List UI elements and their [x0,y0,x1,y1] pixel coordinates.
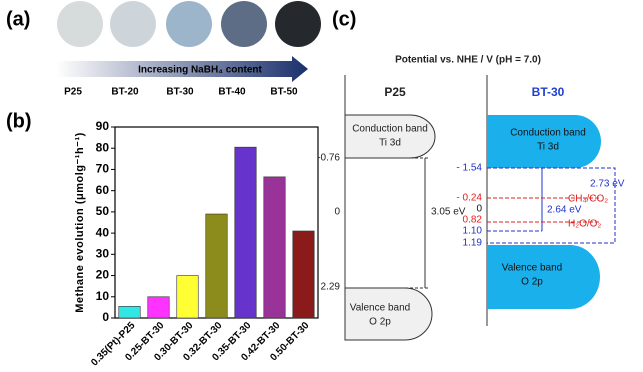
y-tick-label: 50 [96,204,110,218]
sample-label: BT-20 [111,87,139,98]
valence-band [344,287,433,341]
material-name: BT-30 [532,85,565,99]
conduction-band [344,114,436,159]
band-label: Ti 3d [537,142,559,153]
panel-label: (a) [6,8,30,30]
band-label: O 2p [369,317,391,328]
y-tick-label: 40 [96,225,110,239]
material-name: P25 [384,85,406,99]
level-label: - 0.24 [456,193,482,204]
sample-label: BT-30 [166,87,194,98]
conduction-band [487,115,601,168]
y-tick-label: 90 [96,119,110,133]
y-axis-label: Methane evolution (μmolg⁻¹h⁻¹) [74,132,86,313]
gap-label: 3.05 eV [431,207,466,218]
couple-label: CH₄/CO₂ [568,194,608,205]
gap-label: 2.64 eV [547,205,582,216]
bar [205,213,228,319]
band-label: Conduction band [510,128,586,139]
y-tick-label: 10 [96,289,110,303]
y-tick-label: 80 [96,140,110,154]
diagram-title: Potential vs. NHE / V (pH = 7.0) [395,55,541,66]
band-diagram: Potential vs. NHE / V (pH = 7.0) P25 Con… [317,55,625,341]
bar [118,306,141,319]
arrow-text: Increasing NaBH₄ content [138,65,262,76]
bar [263,176,286,319]
bar [292,230,315,319]
y-tick-label: 20 [96,268,110,282]
panel-label: (b) [6,110,32,132]
valence-band [487,245,600,309]
level-label: 0 [476,204,482,215]
bar [147,296,170,319]
y-tick-label: 0 [102,310,109,324]
y-tick-label: 60 [96,183,110,197]
panel-label: (c) [332,8,356,30]
couple-line [487,197,600,223]
arrow [56,56,308,82]
y-tick-label: 70 [96,162,110,176]
band-label: Ti 3d [379,138,401,149]
sample-discs [57,1,321,47]
sample-label: P25 [64,87,82,98]
y-tick-label: 30 [96,247,110,261]
sample-label: BT-50 [270,87,298,98]
band-label: Valence band [350,303,410,314]
bar [176,275,199,319]
level-label: -0.76 [317,153,340,164]
level-line [345,157,430,289]
level-label: 2.29 [321,282,341,293]
level-label: 1.10 [463,226,483,237]
level-label: - 1.54 [456,163,482,174]
band-label: Valence band [502,263,562,274]
bar [234,146,257,319]
level-label: 1.19 [463,238,483,249]
band-label: Conduction band [352,124,428,135]
level-label: 0 [334,207,340,218]
couple-label: H₂O/O₂ [568,219,601,230]
sample-label: BT-40 [218,87,246,98]
level-label: 0.82 [463,215,483,226]
gap-label: 2.73 eV [590,179,625,190]
band-label: O 2p [521,277,543,288]
